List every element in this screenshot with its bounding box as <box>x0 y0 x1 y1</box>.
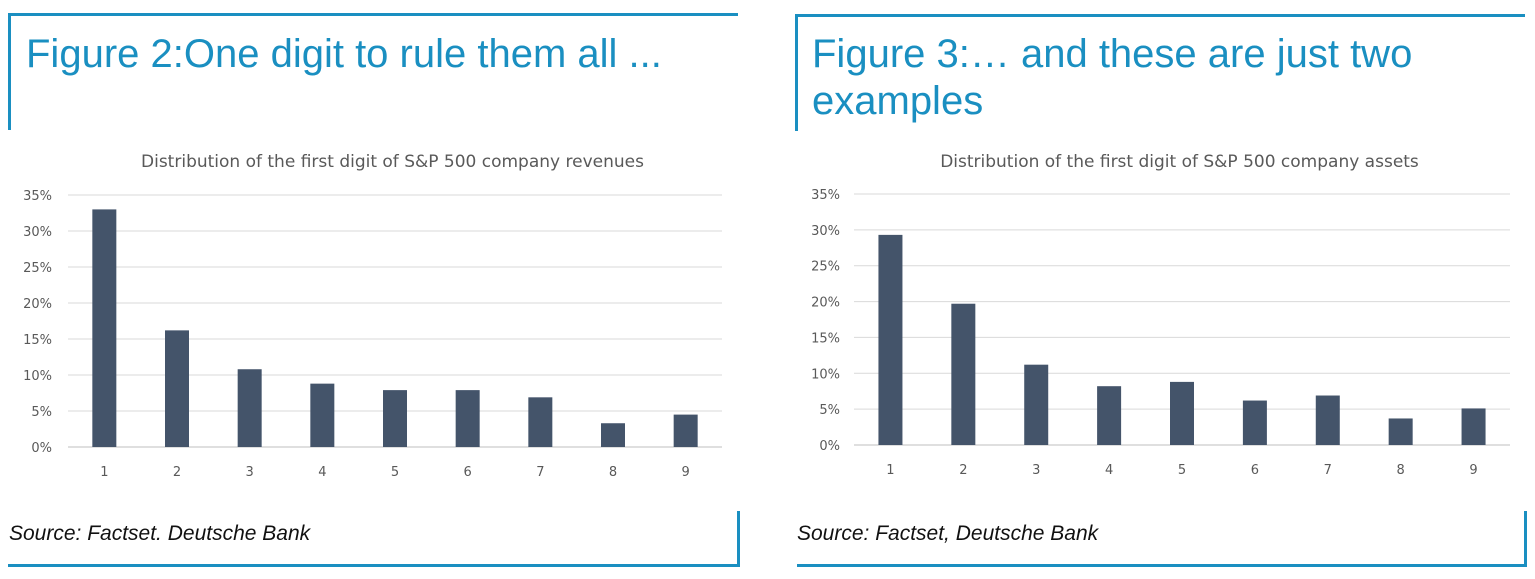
bar-digit-1 <box>92 209 117 447</box>
header-side-rule <box>795 14 798 131</box>
bar-digit-4 <box>310 383 335 447</box>
bar-digit-7 <box>528 397 553 447</box>
x-tick-label: 7 <box>1324 463 1332 478</box>
bar-digit-8 <box>601 423 625 447</box>
footer-rule <box>797 564 1527 567</box>
footer-rule <box>8 564 740 567</box>
figure-title-line: examples <box>812 79 984 123</box>
bar-digit-1 <box>878 234 903 445</box>
footer-side-rule <box>737 511 740 567</box>
figure-title-line: Figure 3:… and these are just two <box>812 32 1413 76</box>
bar-digit-3 <box>1024 364 1049 445</box>
figure-3-panel: Figure 3:… and these are just two exampl… <box>788 0 1533 579</box>
bar-digit-5 <box>383 390 407 447</box>
y-tick-label: 0% <box>819 439 840 454</box>
bar-digit-6 <box>455 390 480 447</box>
assets-digit-bar-chart: 0% 5% 10% 15% 20% 25% 30% 35% 1 2 3 4 5 6 7 8 9 <box>811 188 1510 478</box>
y-tick-label: 35% <box>23 189 52 204</box>
y-tick-label: 30% <box>811 224 840 239</box>
figure-title: Figure 2:One digit to rule them all ... <box>26 31 662 78</box>
x-tick-label: 4 <box>1105 463 1113 478</box>
x-tick-label: 2 <box>173 465 181 480</box>
y-tick-label: 35% <box>811 188 840 203</box>
y-tick-label: 10% <box>811 367 840 382</box>
figure-2-panel: Figure 2:One digit to rule them all ... … <box>0 0 745 579</box>
header-side-rule <box>8 13 11 130</box>
source-note: Source: Factset, Deutsche Bank <box>797 522 1099 545</box>
y-tick-label: 0% <box>31 441 52 456</box>
chart-title: Distribution of the first digit of S&P 5… <box>141 152 644 172</box>
y-tick-label: 15% <box>811 331 840 346</box>
x-tick-label: 9 <box>682 465 690 480</box>
y-tick-label: 5% <box>31 405 52 420</box>
x-tick-label: 3 <box>246 465 254 480</box>
x-tick-label: 4 <box>318 465 326 480</box>
bar-digit-2 <box>165 330 189 447</box>
x-tick-label: 3 <box>1032 463 1040 478</box>
x-tick-label: 1 <box>886 463 894 478</box>
bar-digit-6 <box>1242 400 1267 445</box>
revenue-digit-bar-chart: 0% 5% 10% 15% 20% 25% 30% 35% 1 2 3 4 5 6 7 8 9 <box>23 189 722 480</box>
figure-title-line: Figure 2:One digit to rule them all ... <box>26 32 662 76</box>
y-tick-label: 20% <box>811 296 840 311</box>
x-tick-label: 7 <box>536 465 544 480</box>
source-note: Source: Factset. Deutsche Bank <box>9 522 311 545</box>
bar-digit-4 <box>1097 386 1122 445</box>
y-tick-label: 25% <box>23 261 52 276</box>
figure-title: Figure 3:… and these are just two exampl… <box>812 31 1412 125</box>
x-tick-label: 9 <box>1469 463 1477 478</box>
y-tick-label: 15% <box>23 333 52 348</box>
chart-title: Distribution of the first digit of S&P 5… <box>940 152 1419 172</box>
y-tick-label: 20% <box>23 297 52 312</box>
bar-digit-9 <box>1461 408 1486 445</box>
x-tick-label: 5 <box>1178 463 1186 478</box>
y-tick-label: 5% <box>819 403 840 418</box>
x-tick-label: 5 <box>391 465 399 480</box>
x-tick-label: 2 <box>959 463 967 478</box>
header-rule <box>8 13 738 16</box>
bar-digit-8 <box>1388 418 1413 445</box>
y-tick-label: 10% <box>23 369 52 384</box>
x-tick-label: 8 <box>609 465 617 480</box>
x-tick-label: 8 <box>1397 463 1405 478</box>
y-tick-label: 25% <box>811 260 840 275</box>
y-tick-label: 30% <box>23 225 52 240</box>
bar-digit-7 <box>1315 395 1340 445</box>
footer-side-rule <box>1524 511 1527 567</box>
header-rule <box>795 14 1525 17</box>
bar-digit-9 <box>673 414 698 447</box>
x-tick-label: 6 <box>464 465 472 480</box>
x-tick-label: 6 <box>1251 463 1259 478</box>
bar-digit-3 <box>237 369 262 447</box>
bar-digit-5 <box>1170 381 1194 445</box>
x-tick-label: 1 <box>100 465 108 480</box>
bar-digit-2 <box>951 303 976 445</box>
